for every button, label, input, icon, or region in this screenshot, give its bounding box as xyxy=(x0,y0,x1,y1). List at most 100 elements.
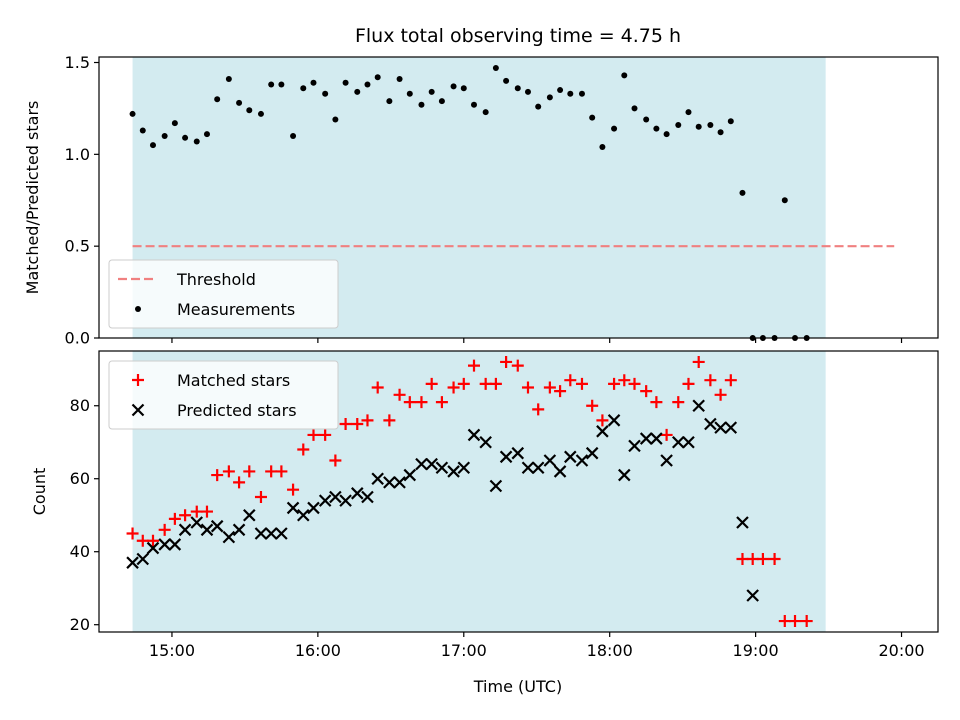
data-point xyxy=(467,359,480,372)
count-panel: 20 40 60 80 15:00 16:00 17:00 18:00 19:00 20:00 Co… xyxy=(30,350,939,660)
data-point xyxy=(695,123,702,130)
data-point xyxy=(521,461,535,475)
data-point xyxy=(222,530,236,544)
data-point xyxy=(149,142,156,149)
data-point xyxy=(329,490,342,504)
data-point xyxy=(611,125,618,132)
data-point xyxy=(200,523,214,537)
series-plus xyxy=(126,355,813,628)
data-point xyxy=(393,476,406,489)
data-point xyxy=(222,465,235,478)
legend-marker xyxy=(135,306,141,312)
y-tick-label: 20 xyxy=(70,615,90,634)
data-point xyxy=(415,457,428,471)
data-point xyxy=(339,494,352,507)
series-x xyxy=(126,399,759,602)
data-point xyxy=(126,527,139,540)
data-point xyxy=(489,377,502,390)
data-point xyxy=(246,107,253,114)
data-point xyxy=(736,516,749,529)
data-point xyxy=(489,479,503,493)
data-point xyxy=(350,487,364,500)
x-tick-label: 20:00 xyxy=(878,641,924,660)
y-tick-label: 60 xyxy=(70,469,90,488)
data-point xyxy=(682,435,695,449)
data-point xyxy=(233,476,246,489)
data-point xyxy=(736,553,749,566)
data-point xyxy=(361,414,374,427)
data-point xyxy=(607,414,621,427)
data-point xyxy=(727,118,734,125)
data-point xyxy=(511,446,525,460)
data-point xyxy=(639,432,653,445)
data-point xyxy=(161,132,168,139)
data-point xyxy=(557,87,564,94)
data-point xyxy=(146,541,160,555)
data-point xyxy=(136,534,149,547)
data-point xyxy=(660,454,673,467)
data-point xyxy=(371,472,384,486)
data-point xyxy=(543,381,556,394)
data-point xyxy=(386,98,393,105)
data-point xyxy=(511,359,524,372)
data-point xyxy=(297,508,310,522)
data-point xyxy=(428,88,435,95)
data-point xyxy=(342,79,349,86)
data-point xyxy=(643,116,650,123)
data-point xyxy=(182,134,189,141)
data-point xyxy=(243,508,256,522)
data-point xyxy=(275,527,288,540)
data-point xyxy=(653,125,660,132)
data-point xyxy=(319,428,332,441)
y-axis-label: Count xyxy=(30,468,49,516)
data-point xyxy=(717,129,724,136)
data-point xyxy=(692,399,705,413)
data-point xyxy=(707,121,714,128)
data-point xyxy=(492,65,499,72)
legend: Matched stars Predicted stars xyxy=(108,360,339,430)
legend: Threshold Measurements xyxy=(108,259,339,329)
data-point xyxy=(450,83,457,90)
data-point xyxy=(682,377,695,390)
data-point xyxy=(778,615,791,628)
data-point xyxy=(575,377,588,390)
data-point xyxy=(225,76,232,83)
y-tick-label: 0.5 xyxy=(65,237,90,256)
data-point xyxy=(307,501,320,515)
data-point xyxy=(275,465,288,478)
data-point xyxy=(126,556,139,569)
data-point xyxy=(704,374,717,387)
data-point xyxy=(585,446,599,460)
data-point xyxy=(503,77,510,84)
data-point xyxy=(268,81,275,88)
data-point xyxy=(479,377,492,390)
data-point xyxy=(514,85,521,92)
y-tick-label: 1.0 xyxy=(65,145,90,164)
data-point xyxy=(146,534,159,547)
data-point xyxy=(287,483,300,496)
data-point xyxy=(257,110,264,117)
data-point xyxy=(329,454,342,467)
x-tick-label: 17:00 xyxy=(441,641,487,660)
data-point xyxy=(265,465,278,478)
data-point xyxy=(393,388,406,401)
data-point xyxy=(214,96,221,103)
data-point xyxy=(354,88,361,95)
data-point xyxy=(297,443,310,456)
data-point xyxy=(575,454,589,467)
data-point xyxy=(136,552,150,566)
legend-box xyxy=(108,259,339,329)
data-point xyxy=(675,121,682,128)
data-point xyxy=(254,527,268,540)
y-tick-label: 80 xyxy=(70,396,90,415)
data-point xyxy=(403,468,417,482)
data-point xyxy=(650,396,663,409)
series-dot xyxy=(129,65,810,341)
data-point xyxy=(232,523,246,537)
legend-marker xyxy=(132,374,144,386)
y-axis-label: Matched/Predicted stars xyxy=(23,101,42,295)
data-point xyxy=(415,396,428,409)
data-point xyxy=(618,374,631,387)
data-point xyxy=(756,553,769,566)
